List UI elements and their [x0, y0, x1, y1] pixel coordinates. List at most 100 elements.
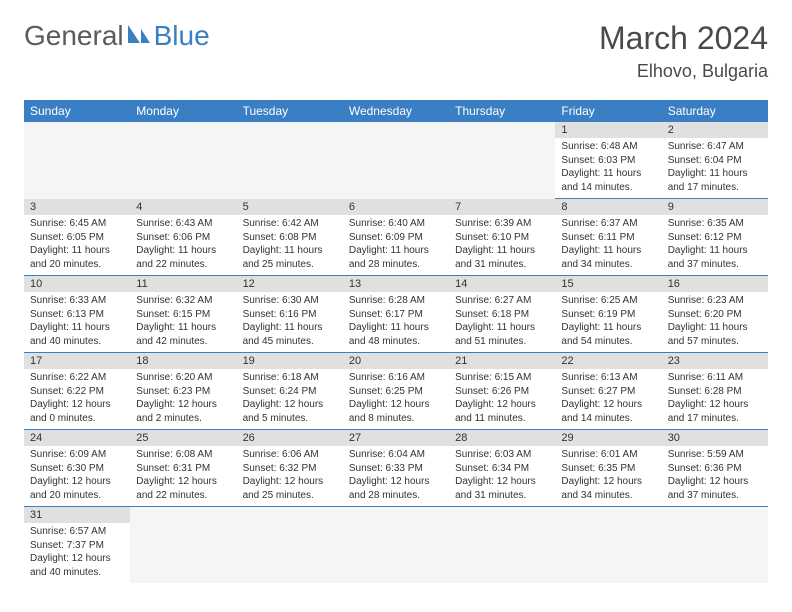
day-detail-cell: Sunrise: 6:43 AMSunset: 6:06 PMDaylight:…: [130, 215, 236, 276]
location: Elhovo, Bulgaria: [599, 61, 768, 82]
day-number-cell: 1: [555, 122, 661, 138]
day-number-cell: 27: [343, 430, 449, 447]
day-detail-cell: Sunrise: 6:16 AMSunset: 6:25 PMDaylight:…: [343, 369, 449, 430]
day-number-cell: 14: [449, 276, 555, 293]
day-detail-cell: Sunrise: 6:33 AMSunset: 6:13 PMDaylight:…: [24, 292, 130, 353]
day-detail-cell: [662, 523, 768, 583]
day-number-cell: 18: [130, 353, 236, 370]
dow-wed: Wednesday: [343, 100, 449, 122]
dow-tue: Tuesday: [237, 100, 343, 122]
day-detail-cell: [449, 138, 555, 199]
day-detail-cell: Sunrise: 6:01 AMSunset: 6:35 PMDaylight:…: [555, 446, 661, 507]
day-detail-cell: Sunrise: 6:47 AMSunset: 6:04 PMDaylight:…: [662, 138, 768, 199]
day-number-cell: [343, 507, 449, 524]
day-number-cell: 12: [237, 276, 343, 293]
month-title: March 2024: [599, 20, 768, 57]
week-daynum-row: 12: [24, 122, 768, 138]
title-block: March 2024 Elhovo, Bulgaria: [599, 20, 768, 82]
week-daynum-row: 3456789: [24, 199, 768, 216]
day-detail-cell: Sunrise: 6:04 AMSunset: 6:33 PMDaylight:…: [343, 446, 449, 507]
day-number-cell: [662, 507, 768, 524]
calendar-body: 12 Sunrise: 6:48 AMSunset: 6:03 PMDaylig…: [24, 122, 768, 583]
day-detail-cell: Sunrise: 6:23 AMSunset: 6:20 PMDaylight:…: [662, 292, 768, 353]
day-detail-cell: Sunrise: 6:48 AMSunset: 6:03 PMDaylight:…: [555, 138, 661, 199]
day-number-cell: [130, 122, 236, 138]
day-detail-cell: [555, 523, 661, 583]
day-detail-cell: Sunrise: 6:25 AMSunset: 6:19 PMDaylight:…: [555, 292, 661, 353]
day-detail-cell: [130, 138, 236, 199]
day-detail-cell: Sunrise: 6:39 AMSunset: 6:10 PMDaylight:…: [449, 215, 555, 276]
week-detail-row: Sunrise: 6:22 AMSunset: 6:22 PMDaylight:…: [24, 369, 768, 430]
day-number-cell: 31: [24, 507, 130, 524]
sail-icon: [126, 20, 152, 52]
day-detail-cell: Sunrise: 6:42 AMSunset: 6:08 PMDaylight:…: [237, 215, 343, 276]
week-detail-row: Sunrise: 6:09 AMSunset: 6:30 PMDaylight:…: [24, 446, 768, 507]
week-detail-row: Sunrise: 6:45 AMSunset: 6:05 PMDaylight:…: [24, 215, 768, 276]
day-number-cell: [130, 507, 236, 524]
day-number-cell: 24: [24, 430, 130, 447]
day-detail-cell: Sunrise: 6:18 AMSunset: 6:24 PMDaylight:…: [237, 369, 343, 430]
day-number-cell: 29: [555, 430, 661, 447]
header: General Blue March 2024 Elhovo, Bulgaria: [24, 20, 768, 82]
logo-text-blue: Blue: [154, 20, 210, 52]
day-number-cell: 5: [237, 199, 343, 216]
day-number-cell: [343, 122, 449, 138]
day-number-cell: 16: [662, 276, 768, 293]
day-number-cell: [24, 122, 130, 138]
week-daynum-row: 31: [24, 507, 768, 524]
day-number-cell: 21: [449, 353, 555, 370]
day-number-cell: 9: [662, 199, 768, 216]
week-detail-row: Sunrise: 6:57 AMSunset: 7:37 PMDaylight:…: [24, 523, 768, 583]
day-number-cell: [237, 122, 343, 138]
dow-mon: Monday: [130, 100, 236, 122]
dow-sat: Saturday: [662, 100, 768, 122]
logo-text-general: General: [24, 20, 124, 52]
week-detail-row: Sunrise: 6:33 AMSunset: 6:13 PMDaylight:…: [24, 292, 768, 353]
day-detail-cell: Sunrise: 6:57 AMSunset: 7:37 PMDaylight:…: [24, 523, 130, 583]
day-detail-cell: Sunrise: 6:40 AMSunset: 6:09 PMDaylight:…: [343, 215, 449, 276]
day-detail-cell: Sunrise: 6:06 AMSunset: 6:32 PMDaylight:…: [237, 446, 343, 507]
day-number-cell: 11: [130, 276, 236, 293]
day-number-cell: 26: [237, 430, 343, 447]
day-detail-cell: Sunrise: 6:35 AMSunset: 6:12 PMDaylight:…: [662, 215, 768, 276]
day-of-week-row: Sunday Monday Tuesday Wednesday Thursday…: [24, 100, 768, 122]
logo: General Blue: [24, 20, 210, 52]
day-number-cell: 13: [343, 276, 449, 293]
day-number-cell: 25: [130, 430, 236, 447]
day-number-cell: 19: [237, 353, 343, 370]
dow-fri: Friday: [555, 100, 661, 122]
week-daynum-row: 17181920212223: [24, 353, 768, 370]
day-detail-cell: Sunrise: 6:37 AMSunset: 6:11 PMDaylight:…: [555, 215, 661, 276]
day-detail-cell: Sunrise: 6:30 AMSunset: 6:16 PMDaylight:…: [237, 292, 343, 353]
day-detail-cell: Sunrise: 6:08 AMSunset: 6:31 PMDaylight:…: [130, 446, 236, 507]
calendar: Sunday Monday Tuesday Wednesday Thursday…: [24, 100, 768, 583]
day-number-cell: [237, 507, 343, 524]
day-detail-cell: [343, 138, 449, 199]
dow-sun: Sunday: [24, 100, 130, 122]
day-detail-cell: Sunrise: 5:59 AMSunset: 6:36 PMDaylight:…: [662, 446, 768, 507]
day-detail-cell: [237, 523, 343, 583]
day-number-cell: 20: [343, 353, 449, 370]
day-detail-cell: [449, 523, 555, 583]
day-number-cell: 15: [555, 276, 661, 293]
day-number-cell: 3: [24, 199, 130, 216]
week-daynum-row: 10111213141516: [24, 276, 768, 293]
day-number-cell: 30: [662, 430, 768, 447]
day-detail-cell: [343, 523, 449, 583]
day-number-cell: 22: [555, 353, 661, 370]
day-number-cell: 6: [343, 199, 449, 216]
day-detail-cell: Sunrise: 6:13 AMSunset: 6:27 PMDaylight:…: [555, 369, 661, 430]
day-number-cell: 23: [662, 353, 768, 370]
day-number-cell: 2: [662, 122, 768, 138]
day-number-cell: 4: [130, 199, 236, 216]
day-number-cell: [449, 122, 555, 138]
day-detail-cell: Sunrise: 6:27 AMSunset: 6:18 PMDaylight:…: [449, 292, 555, 353]
week-daynum-row: 24252627282930: [24, 430, 768, 447]
day-detail-cell: Sunrise: 6:11 AMSunset: 6:28 PMDaylight:…: [662, 369, 768, 430]
dow-thu: Thursday: [449, 100, 555, 122]
day-detail-cell: Sunrise: 6:20 AMSunset: 6:23 PMDaylight:…: [130, 369, 236, 430]
day-detail-cell: Sunrise: 6:45 AMSunset: 6:05 PMDaylight:…: [24, 215, 130, 276]
day-detail-cell: Sunrise: 6:32 AMSunset: 6:15 PMDaylight:…: [130, 292, 236, 353]
day-detail-cell: [237, 138, 343, 199]
day-number-cell: [449, 507, 555, 524]
